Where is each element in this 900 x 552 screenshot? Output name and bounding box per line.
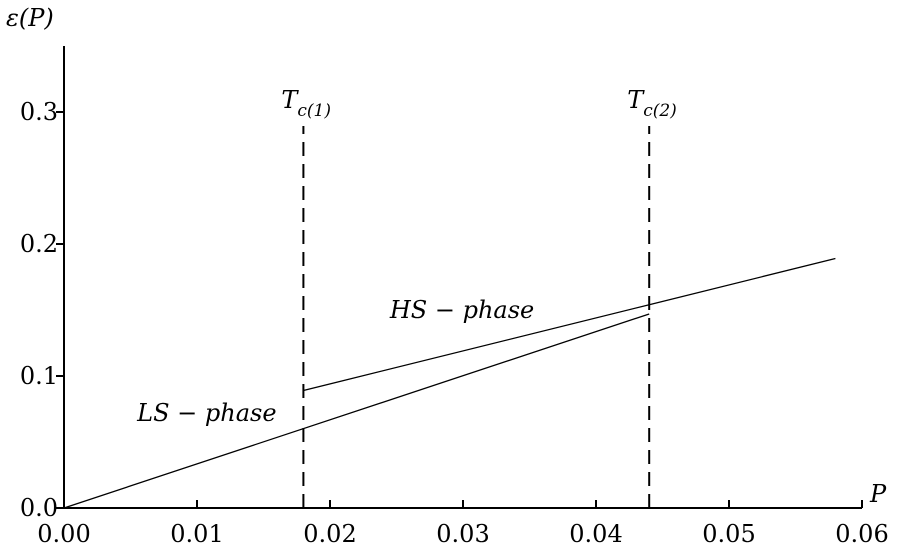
y-tick-label: 0.3 bbox=[20, 98, 58, 126]
x-tick-label: 0.03 bbox=[436, 520, 489, 548]
series-line-ls-phase bbox=[63, 313, 650, 509]
x-tick-label: 0.01 bbox=[170, 520, 223, 548]
critical-temperature-symbol: T bbox=[281, 86, 299, 114]
critical-temperature-label: Tc(1) bbox=[281, 86, 331, 121]
x-tick-label: 0.04 bbox=[569, 520, 622, 548]
axes bbox=[63, 46, 862, 509]
critical-temperature-symbol: T bbox=[627, 86, 645, 114]
x-tick-label: 0.02 bbox=[303, 520, 356, 548]
x-tick-label: 0.00 bbox=[37, 520, 90, 548]
critical-temperature-label: Tc(2) bbox=[627, 86, 677, 121]
y-tick-label: 0.0 bbox=[20, 494, 58, 522]
critical-temperature-lines: Tc(1) Tc(2) bbox=[281, 86, 677, 508]
y-tick-label: 0.2 bbox=[20, 230, 58, 258]
series-line-hs-phase bbox=[303, 257, 836, 392]
x-tick-label: 0.05 bbox=[702, 520, 755, 548]
labels-group: Pε(P) HS − phase LS − phase bbox=[6, 4, 887, 508]
x-tick-label: 0.06 bbox=[835, 520, 888, 548]
series-group bbox=[63, 257, 836, 509]
critical-temperature-subscript: c(2) bbox=[643, 101, 677, 121]
critical-temperature-subscript: c(1) bbox=[297, 101, 331, 121]
x-axis-label: P bbox=[869, 480, 887, 508]
ticks: 0.00 0.01 0.02 0.03 0.04 0.05 0.06 0.0 0.1 0.2 0.3 bbox=[20, 98, 889, 548]
y-axis-label: ε(P) bbox=[6, 4, 54, 32]
y-tick-label: 0.1 bbox=[20, 362, 58, 390]
phase-annotation: HS − phase bbox=[389, 296, 534, 324]
phase-annotation: LS − phase bbox=[136, 399, 276, 427]
